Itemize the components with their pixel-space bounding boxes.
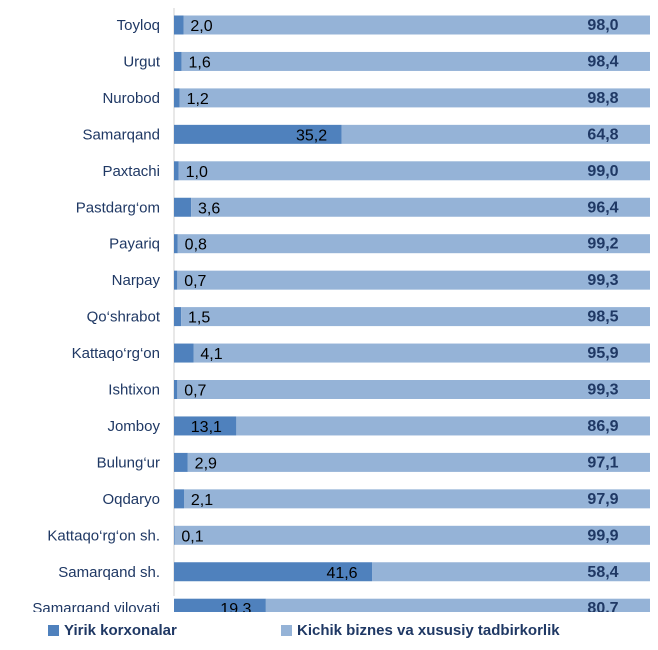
category-label: Samarqand (82, 126, 160, 143)
bar-yirik-korxonalar (174, 598, 266, 612)
data-label-yirik-korxonalar: 0,7 (184, 273, 206, 290)
labels-group: Toyloq 2,0 98,0 Urgut 1,6 98,4 Nurobod 1,2 98,8 S… (32, 17, 618, 612)
data-label-yirik-korxonalar: 1,2 (187, 91, 209, 108)
data-label-kichik-biznes: 98,5 (587, 309, 618, 326)
bar-yirik-korxonalar (174, 161, 179, 181)
data-label-kichik-biznes: 95,9 (587, 345, 618, 362)
bar-kichik-biznes (372, 562, 650, 582)
data-label-yirik-korxonalar: 1,5 (188, 310, 210, 327)
bar-yirik-korxonalar (174, 234, 178, 254)
category-label: Toyloq (117, 17, 160, 34)
bar-kichik-biznes (191, 197, 651, 217)
bar-yirik-korxonalar (174, 270, 178, 290)
bar-kichik-biznes (181, 51, 650, 71)
category-label: Samarqand sh. (58, 564, 160, 581)
data-label-yirik-korxonalar: 41,6 (326, 565, 357, 582)
data-label-yirik-korxonalar: 35,2 (296, 127, 327, 144)
data-label-kichik-biznes: 64,8 (587, 126, 618, 143)
legend-swatch-kichik-biznes (281, 625, 292, 636)
data-label-kichik-biznes: 80,7 (587, 600, 618, 612)
data-label-yirik-korxonalar: 3,6 (198, 200, 220, 217)
bar-yirik-korxonalar (174, 197, 192, 217)
bar-yirik-korxonalar (174, 124, 342, 144)
category-label: Kattaqo‘rg‘on sh. (47, 527, 160, 544)
category-label: Qo‘shrabot (87, 309, 161, 326)
data-label-kichik-biznes: 99,9 (587, 527, 618, 544)
data-label-yirik-korxonalar: 2,9 (195, 455, 217, 472)
bar-yirik-korxonalar (174, 489, 184, 509)
data-label-kichik-biznes: 97,1 (587, 454, 618, 471)
category-label: Bulung‘ur (97, 454, 160, 471)
bar-kichik-biznes (179, 88, 650, 108)
bar-yirik-korxonalar (174, 15, 184, 35)
bar-kichik-biznes (178, 161, 650, 181)
data-label-yirik-korxonalar: 2,0 (190, 18, 212, 35)
category-label: Nurobod (102, 90, 160, 107)
category-label: Samarqand viloyati (32, 600, 160, 612)
stacked-bar-chart: Toyloq 2,0 98,0 Urgut 1,6 98,4 Nurobod 1,2 98,8 S… (32, 8, 651, 612)
category-label: Pastdarg‘om (76, 199, 160, 216)
legend: Yirik korxonalar Kichik biznes va xususi… (48, 622, 648, 642)
data-label-yirik-korxonalar: 2,1 (191, 492, 213, 509)
bar-yirik-korxonalar (174, 452, 188, 472)
legend-swatch-yirik-korxonalar (48, 625, 59, 636)
legend-label-yirik-korxonalar: Yirik korxonalar (64, 622, 177, 639)
data-label-kichik-biznes: 99,0 (587, 163, 618, 180)
bar-kichik-biznes (183, 489, 650, 509)
bar-yirik-korxonalar (174, 51, 182, 71)
data-label-kichik-biznes: 98,4 (587, 53, 618, 70)
bar-yirik-korxonalar (174, 562, 373, 582)
category-label: Paxtachi (102, 163, 160, 180)
data-label-yirik-korxonalar: 0,7 (184, 383, 206, 400)
data-label-kichik-biznes: 98,8 (587, 90, 618, 107)
data-label-kichik-biznes: 99,3 (587, 382, 618, 399)
legend-item-yirik-korxonalar: Yirik korxonalar (48, 622, 177, 639)
bar-kichik-biznes (183, 15, 650, 35)
bar-kichik-biznes (236, 416, 650, 436)
bar-yirik-korxonalar (174, 380, 178, 399)
bar-kichik-biznes (177, 234, 651, 254)
data-label-kichik-biznes: 58,4 (587, 564, 618, 581)
bar-kichik-biznes (193, 343, 651, 363)
data-label-yirik-korxonalar: 4,1 (200, 346, 222, 363)
data-label-yirik-korxonalar: 0,1 (181, 528, 203, 545)
category-label: Oqdaryo (102, 491, 160, 508)
data-label-kichik-biznes: 99,2 (587, 236, 618, 253)
category-label: Narpay (112, 272, 161, 289)
category-label: Ishtixon (108, 382, 160, 399)
bar-kichik-biznes (177, 380, 650, 399)
bars-group (174, 15, 651, 612)
data-label-yirik-korxonalar: 13,1 (191, 419, 222, 436)
category-label: Urgut (123, 53, 161, 70)
data-label-yirik-korxonalar: 1,0 (186, 164, 208, 181)
data-label-kichik-biznes: 96,4 (587, 199, 618, 216)
data-label-yirik-korxonalar: 19,3 (220, 601, 251, 612)
data-label-kichik-biznes: 86,9 (587, 418, 618, 435)
data-label-yirik-korxonalar: 1,6 (188, 54, 210, 71)
bar-kichik-biznes (187, 452, 650, 472)
data-label-kichik-biznes: 97,9 (587, 491, 618, 508)
bar-kichik-biznes (177, 270, 650, 290)
data-label-kichik-biznes: 98,0 (587, 17, 618, 34)
legend-item-kichik-biznes: Kichik biznes va xususiy tadbirkorlik (281, 622, 560, 639)
category-label: Payariq (109, 236, 160, 253)
category-label: Jomboy (107, 418, 160, 435)
bar-yirik-korxonalar (174, 88, 180, 108)
bar-yirik-korxonalar (174, 416, 237, 436)
data-label-kichik-biznes: 99,3 (587, 272, 618, 289)
data-label-yirik-korxonalar: 0,8 (185, 237, 207, 254)
bar-kichik-biznes (174, 525, 650, 545)
bar-yirik-korxonalar (174, 307, 182, 327)
category-label: Kattaqo‘rg‘on (72, 345, 160, 362)
bar-kichik-biznes (341, 124, 650, 144)
bar-kichik-biznes (265, 598, 650, 612)
bar-kichik-biznes (181, 307, 650, 327)
legend-label-kichik-biznes: Kichik biznes va xususiy tadbirkorlik (297, 622, 560, 639)
bar-yirik-korxonalar (174, 343, 194, 363)
